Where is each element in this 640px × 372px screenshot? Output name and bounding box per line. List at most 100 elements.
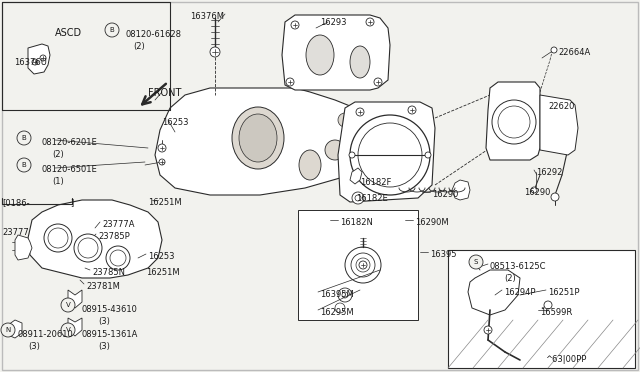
Circle shape: [342, 292, 348, 298]
Polygon shape: [155, 88, 370, 195]
Circle shape: [356, 108, 364, 116]
Text: 16251M: 16251M: [148, 198, 182, 207]
Circle shape: [469, 255, 483, 269]
Text: (3): (3): [98, 317, 110, 326]
Ellipse shape: [350, 46, 370, 78]
Circle shape: [356, 258, 370, 272]
Text: 16294P: 16294P: [504, 288, 536, 297]
Circle shape: [351, 253, 375, 277]
Circle shape: [17, 131, 31, 145]
Circle shape: [358, 123, 422, 187]
Ellipse shape: [239, 114, 277, 162]
Polygon shape: [282, 15, 390, 90]
Circle shape: [325, 140, 345, 160]
Polygon shape: [15, 235, 32, 260]
Circle shape: [338, 288, 352, 302]
Circle shape: [335, 303, 345, 313]
Polygon shape: [452, 180, 470, 200]
Circle shape: [40, 55, 46, 61]
Text: 16395: 16395: [430, 250, 456, 259]
Text: FRONT: FRONT: [148, 88, 181, 98]
Text: 16599R: 16599R: [540, 308, 572, 317]
Circle shape: [32, 59, 38, 65]
Circle shape: [374, 78, 382, 86]
Text: B: B: [22, 135, 26, 141]
Circle shape: [349, 152, 355, 158]
Circle shape: [408, 106, 416, 114]
Text: B: B: [22, 162, 26, 168]
Text: B: B: [109, 27, 115, 33]
Text: V: V: [66, 327, 70, 333]
Circle shape: [492, 100, 536, 144]
Polygon shape: [448, 250, 635, 368]
Circle shape: [74, 234, 102, 262]
Text: 22664A: 22664A: [558, 48, 590, 57]
Polygon shape: [486, 82, 540, 160]
Text: 16253: 16253: [162, 118, 189, 127]
Text: N: N: [5, 327, 11, 333]
Polygon shape: [468, 270, 520, 315]
Text: ]: ]: [70, 198, 73, 207]
Text: (2): (2): [52, 150, 64, 159]
Text: 08120-61628: 08120-61628: [125, 30, 181, 39]
Text: (3): (3): [28, 342, 40, 351]
Ellipse shape: [306, 35, 334, 75]
Circle shape: [347, 127, 363, 143]
Text: (1): (1): [52, 177, 64, 186]
Text: 23781M: 23781M: [86, 282, 120, 291]
Circle shape: [350, 115, 430, 195]
Text: 16251M: 16251M: [146, 268, 180, 277]
Circle shape: [544, 301, 552, 309]
Circle shape: [484, 326, 492, 334]
Circle shape: [338, 113, 352, 127]
Circle shape: [48, 228, 68, 248]
Circle shape: [425, 152, 431, 158]
Circle shape: [286, 78, 294, 86]
Circle shape: [551, 193, 559, 201]
Text: 23777A: 23777A: [102, 220, 134, 229]
Circle shape: [551, 47, 557, 53]
Text: (3): (3): [98, 342, 110, 351]
Circle shape: [106, 246, 130, 270]
Text: 16253: 16253: [148, 252, 175, 261]
Text: 08120-6501E: 08120-6501E: [42, 165, 98, 174]
Text: (2): (2): [133, 42, 145, 51]
Ellipse shape: [299, 150, 321, 180]
Circle shape: [159, 159, 165, 165]
Text: V: V: [66, 302, 70, 308]
Text: 16376M: 16376M: [190, 12, 224, 21]
Text: ^63|00PP: ^63|00PP: [545, 355, 586, 364]
Circle shape: [61, 298, 75, 312]
Text: 16290: 16290: [524, 188, 550, 197]
Text: 08911-20610: 08911-20610: [18, 330, 74, 339]
Circle shape: [359, 261, 367, 269]
Text: 23777: 23777: [2, 228, 29, 237]
Circle shape: [110, 250, 126, 266]
Text: (2): (2): [504, 274, 516, 283]
Polygon shape: [68, 290, 82, 308]
Polygon shape: [28, 200, 162, 278]
Circle shape: [44, 224, 72, 252]
Text: 08915-43610: 08915-43610: [82, 305, 138, 314]
Text: 08513-6125C: 08513-6125C: [490, 262, 547, 271]
Polygon shape: [298, 210, 418, 320]
Text: 16295M: 16295M: [320, 308, 354, 317]
Circle shape: [78, 238, 98, 258]
Circle shape: [531, 187, 537, 193]
Circle shape: [158, 144, 166, 152]
Circle shape: [291, 21, 299, 29]
Text: 16292: 16292: [536, 168, 563, 177]
Circle shape: [352, 192, 364, 204]
Text: 16182E: 16182E: [356, 194, 388, 203]
Circle shape: [345, 247, 381, 283]
Polygon shape: [350, 168, 362, 184]
Text: 08120-6201E: 08120-6201E: [42, 138, 98, 147]
Polygon shape: [28, 44, 50, 74]
Circle shape: [366, 18, 374, 26]
Text: 16182N: 16182N: [340, 218, 373, 227]
Polygon shape: [68, 318, 82, 336]
Circle shape: [472, 259, 480, 267]
Ellipse shape: [232, 107, 284, 169]
Text: 08915-1361A: 08915-1361A: [82, 330, 138, 339]
Circle shape: [1, 323, 15, 337]
